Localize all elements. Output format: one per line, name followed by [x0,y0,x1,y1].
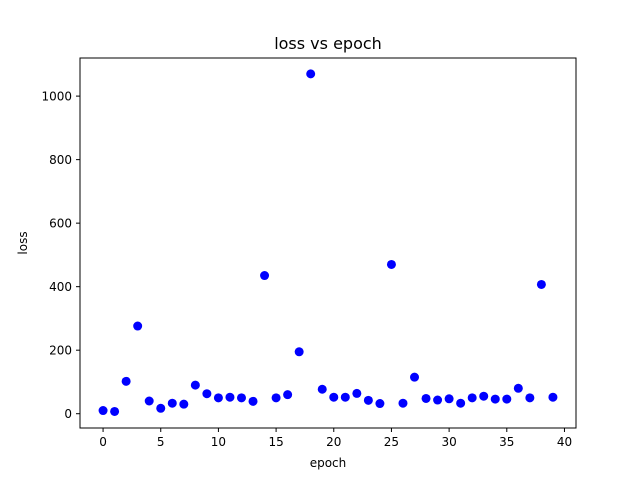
data-point [444,394,454,404]
data-point [110,406,120,416]
data-point [213,393,223,403]
data-point [513,383,523,393]
data-point [467,393,477,403]
data-point [271,393,281,403]
data-point [329,392,339,402]
chart-title: loss vs epoch [274,34,382,53]
data-point [386,259,396,269]
data-point [190,380,200,390]
data-point [479,391,489,401]
data-point [363,395,373,405]
x-tick-label: 15 [268,435,283,449]
data-point [306,69,316,79]
data-points [98,69,558,416]
data-point [144,396,154,406]
data-point [225,392,235,402]
data-point [398,398,408,408]
data-point [283,390,293,400]
x-tick-label: 35 [499,435,514,449]
y-tick-label: 600 [49,217,72,231]
x-tick-label: 10 [211,435,226,449]
data-point [456,398,466,408]
plot-frame [79,57,577,429]
data-point [98,406,108,416]
data-point [202,389,212,399]
x-tick-label: 5 [157,435,165,449]
data-point [375,399,385,409]
x-tick-label: 0 [99,435,107,449]
data-point [525,393,535,403]
data-point [179,399,189,409]
y-tick-label: 1000 [41,90,72,104]
x-tick-label: 40 [557,435,572,449]
y-axis-ticks: 0 200 400 600 800 1000 [41,90,80,421]
data-point [421,393,431,403]
data-point [121,376,131,386]
data-point [167,398,177,408]
x-axis-ticks: 0 5 10 15 20 25 30 35 40 [99,428,572,449]
data-point [133,321,143,331]
data-point [410,372,420,382]
x-tick-label: 25 [384,435,399,449]
y-tick-label: 400 [49,280,72,294]
data-point [490,394,500,404]
y-tick-label: 800 [49,153,72,167]
data-point [433,395,443,405]
data-point [340,392,350,402]
data-point [248,396,258,406]
data-point [548,392,558,402]
data-point [156,403,166,413]
x-axis-label: epoch [310,456,347,470]
data-point [317,384,327,394]
data-point [260,271,270,281]
data-point [502,394,512,404]
y-tick-label: 200 [49,344,72,358]
y-axis-label: loss [16,231,30,254]
data-point [294,347,304,357]
data-point [236,393,246,403]
x-tick-label: 20 [326,435,341,449]
y-tick-label: 0 [64,407,72,421]
data-point [352,388,362,398]
x-tick-label: 30 [441,435,456,449]
data-point [536,279,546,289]
